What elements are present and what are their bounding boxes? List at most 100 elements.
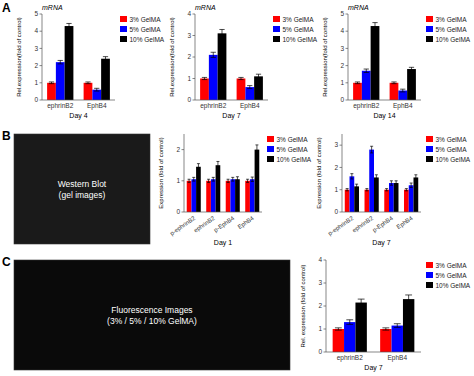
error-bar [414,175,417,180]
error-bar [375,175,378,180]
x-tick-label: ephrinB2 [200,102,226,110]
y-tick-label: 4 [318,256,322,263]
error-bar [370,146,373,153]
bar-chart: 012345ephrinB2EphB4Day 4Rel.expression(f… [16,4,165,120]
panel-label: A [2,1,11,15]
error-bar [364,69,369,72]
y-tick-label: 5 [340,10,344,17]
bar [84,83,93,100]
error-bar [207,179,210,182]
y-tick [40,65,43,66]
bar [101,59,110,100]
x-axis-label: Day 4 [69,112,87,120]
bar [353,83,362,100]
x-tick-label: p-ephrinB2 [327,215,355,237]
bar [380,329,391,352]
error-bar [227,179,230,182]
legend-label: 3% GelMA [130,16,162,23]
y-tick-label: 1 [187,75,191,82]
y-tick-label: 5 [34,10,38,17]
y-axis-line [342,134,343,212]
y-tick-label: 2 [340,62,344,69]
legend: 3% GelMA5% GelMA10% GelMA [273,16,318,43]
figure: 012345ephrinB2EphB4Day 4Rel.expression(f… [0,0,474,376]
bar [226,181,231,212]
y-axis-line [42,14,43,100]
chart-title: mRNA [348,4,369,11]
error-bar [335,328,342,330]
image-placeholder [14,134,150,244]
y-tick-label: 1 [34,79,38,86]
error-bar [390,181,393,185]
bar [237,79,246,101]
legend-label: 5% GelMA [277,146,309,153]
bar [365,190,370,212]
y-axis-line [348,14,349,100]
error-bar [405,189,408,191]
bar [216,165,221,212]
y-tick [346,100,349,101]
y-axis-label: Rel.expression(fold of control) [169,17,175,97]
legend-swatch [426,26,433,32]
error-bar [238,77,243,79]
y-tick-label: 3 [340,45,344,52]
x-axis-label: Day 7 [222,112,240,120]
y-tick [40,14,43,15]
x-tick-label: EphB4 [87,102,107,110]
y-tick [346,48,349,49]
y-tick [40,82,43,83]
legend-label: 5% GelMA [130,26,162,33]
x-axis-label: Day 7 [364,364,382,372]
error-bar [231,177,234,181]
legend-swatch [426,262,433,268]
bar [355,303,366,352]
x-axis-line [348,100,421,101]
y-tick-label: 0 [334,208,338,215]
bar [191,179,196,212]
x-tick-label: ephrinB2 [337,354,363,362]
bar [374,177,379,212]
y-tick-label: 2 [187,53,191,60]
y-tick-label: 1 [176,177,180,184]
error-bar [219,29,224,37]
error-bar [372,23,377,30]
error-bar [400,89,405,92]
error-bar [58,60,63,63]
error-bar [192,177,195,181]
y-tick-label: 1 [334,186,338,193]
error-bar [346,189,349,191]
y-tick-label: 0 [34,96,38,103]
x-tick-label: p-EphB4 [213,215,236,234]
legend-swatch [267,136,274,142]
bar [333,329,344,352]
error-bar [355,184,358,188]
x-tick-label: EphB4 [240,102,260,110]
bar [200,79,209,101]
y-tick [346,65,349,66]
x-tick-label: ephrinB2 [193,215,217,234]
x-axis-line [326,352,421,353]
error-bar [188,179,191,182]
image-placeholder [14,260,290,370]
y-tick [340,189,343,190]
plot-area [353,23,416,100]
image-text-line: (gel images) [59,190,106,200]
bar [369,150,374,212]
image-panel: Western Blot(gel images) [14,134,150,244]
legend-swatch [426,282,433,288]
error-bar [355,82,360,84]
error-bar [197,164,200,170]
bar [255,150,260,212]
background [0,0,474,376]
error-bar [251,177,254,181]
error-bar [410,183,413,187]
bar-chart: 012345ephrinB2EphB4Day 14Rel.expression(… [322,4,471,120]
image-text: Fluorescence Images(3% / 5% / 10% GelMA) [107,305,197,326]
bar [65,26,74,100]
error-bar [49,82,54,84]
y-tick-label: 4 [340,27,344,34]
legend-label: 3% GelMA [283,16,315,23]
x-tick-label: EphB4 [387,354,407,362]
bar [196,167,201,212]
bar [350,176,355,212]
